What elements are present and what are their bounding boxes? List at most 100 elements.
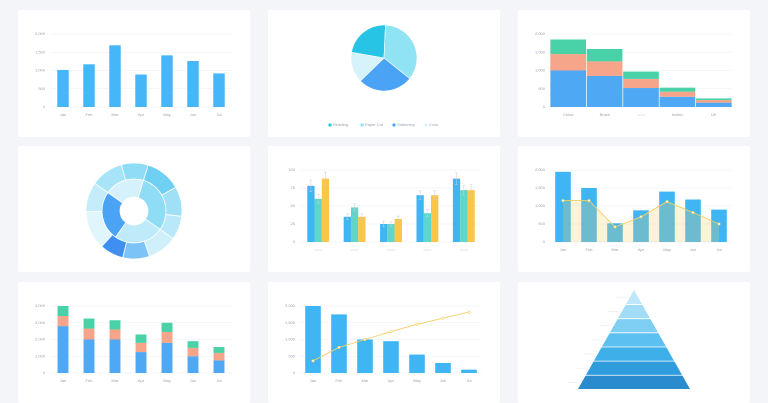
legend-swatch xyxy=(392,123,396,127)
y-tick-label: 500 xyxy=(38,86,45,91)
x-tick-label: Mar xyxy=(362,378,370,383)
y-tick-label: 0 xyxy=(293,239,296,244)
bar xyxy=(83,318,95,329)
x-tick-label: May xyxy=(163,112,171,117)
y-tick-label: 2,000 xyxy=(535,31,546,36)
error-bar xyxy=(309,179,313,192)
line-point xyxy=(717,222,721,226)
x-tick-label: May xyxy=(663,247,671,252)
line-point xyxy=(613,225,617,229)
x-tick-label: Jan xyxy=(310,378,316,383)
x-tick-label: Jun xyxy=(190,112,196,117)
x-tick-label: Jul xyxy=(216,378,221,383)
x-tick-label: Apr xyxy=(138,112,145,117)
bar xyxy=(695,98,732,101)
bar xyxy=(383,341,399,373)
bar xyxy=(461,369,477,373)
chart: 0 500 1,000 1,500 2,000 Jan Feb Mar Apr May Jun Jul xyxy=(285,303,482,383)
y-tick-label: 1,500 xyxy=(535,185,546,190)
y-tick-label: 1,000 xyxy=(535,68,546,73)
bar xyxy=(331,314,347,373)
pyramid-level xyxy=(610,319,658,333)
line-point xyxy=(415,322,419,326)
x-tick-label: May xyxy=(163,378,171,383)
bar xyxy=(187,356,199,373)
legend-swatch xyxy=(328,123,332,127)
bar xyxy=(623,71,659,79)
y-tick-label: 2,000 xyxy=(285,303,296,308)
error-bar xyxy=(345,213,349,220)
error-bar xyxy=(462,184,466,196)
bar xyxy=(659,87,696,92)
card xyxy=(518,146,750,272)
bar xyxy=(187,347,199,357)
line-point xyxy=(311,359,315,363)
x-tick-label: Apr xyxy=(388,378,395,383)
x-tick-label: May xyxy=(413,378,421,383)
bar xyxy=(213,347,225,353)
chart: 0 500 1,000 1,500 2,000 China Brazil Indian UK xyxy=(535,31,732,117)
y-tick-label: 0 xyxy=(543,239,546,244)
bar xyxy=(161,331,173,343)
bar xyxy=(695,102,732,107)
y-tick-label: 50 xyxy=(291,203,296,208)
x-tick-label: Mar xyxy=(112,378,120,383)
bar xyxy=(695,100,732,103)
pie-slice xyxy=(383,24,418,80)
bar xyxy=(135,342,147,353)
bar xyxy=(387,224,395,242)
bar xyxy=(213,73,225,107)
error-bar xyxy=(360,213,364,220)
y-tick-label: 500 xyxy=(538,221,545,226)
legend-label: Cook xyxy=(429,122,438,127)
card xyxy=(18,282,250,403)
bar xyxy=(423,213,432,242)
line-area xyxy=(563,200,719,242)
bar xyxy=(394,218,402,242)
bar xyxy=(307,185,315,242)
x-tick-label: Jul xyxy=(716,247,721,252)
bar xyxy=(213,360,225,373)
error-bar xyxy=(353,203,357,212)
y-tick-label: 2,000 xyxy=(35,31,46,36)
bar xyxy=(109,320,121,330)
bar xyxy=(187,341,199,348)
x-tick-label: Feb xyxy=(586,247,594,252)
bar xyxy=(305,306,321,373)
y-tick-label: 1,000 xyxy=(535,203,546,208)
bar xyxy=(83,339,95,373)
bar xyxy=(460,190,468,242)
x-tick-label: China xyxy=(563,112,574,117)
bar xyxy=(409,354,425,373)
bar xyxy=(109,45,121,107)
chart xyxy=(567,290,690,389)
legend-swatch xyxy=(360,123,364,127)
legend-label: Paper Cut xyxy=(365,122,384,127)
legend-label: Stationery xyxy=(397,122,415,127)
bar xyxy=(213,352,225,361)
x-tick-label: Jun xyxy=(690,247,696,252)
bar xyxy=(343,216,351,242)
error-bar xyxy=(425,209,429,218)
y-tick-label: 25 xyxy=(291,221,296,226)
chart: Reading Paper Cut Stationery Cook xyxy=(328,24,438,127)
bar xyxy=(109,329,121,340)
bar xyxy=(357,339,373,373)
bar xyxy=(57,316,69,327)
bar xyxy=(659,96,696,107)
bar xyxy=(467,190,475,242)
pyramid-level xyxy=(602,333,666,347)
bar xyxy=(550,54,587,71)
pyramid-level xyxy=(618,304,650,319)
error-bar xyxy=(389,221,393,227)
line-point xyxy=(363,337,367,341)
bar xyxy=(57,306,69,317)
bar xyxy=(452,178,461,242)
bar xyxy=(57,326,69,373)
error-bar xyxy=(382,220,386,228)
error-bar xyxy=(455,172,459,185)
y-tick-label: 1,500 xyxy=(285,320,296,325)
bar xyxy=(581,188,597,242)
y-tick-label: 75 xyxy=(291,185,296,190)
pie-slice xyxy=(351,24,386,59)
